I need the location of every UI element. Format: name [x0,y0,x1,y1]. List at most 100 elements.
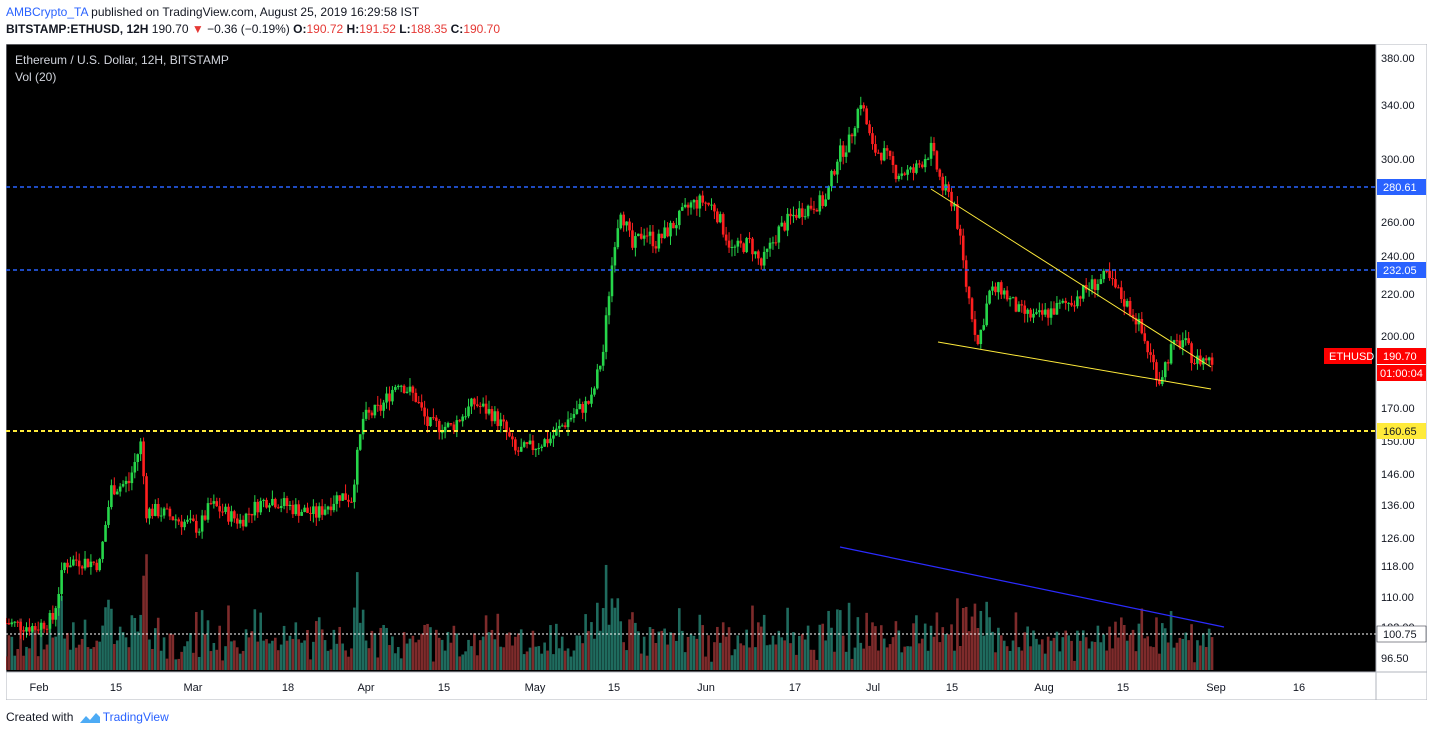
candle-up[interactable] [806,205,810,217]
candle-up[interactable] [197,531,201,533]
candle-up[interactable] [596,369,599,389]
candle-down[interactable] [1175,340,1179,342]
candle-up[interactable] [1169,344,1173,364]
price-chart[interactable]: Ethereum / U.S. Dollar, 12H, BITSTAMP Vo… [4,43,1428,701]
candle-up[interactable] [499,419,503,427]
candle-down[interactable] [639,233,643,239]
candle-down[interactable] [821,195,825,206]
candle-down[interactable] [1070,302,1073,306]
candle-down[interactable] [1111,278,1114,280]
candle-up[interactable] [900,173,904,176]
candle-up[interactable] [98,559,101,571]
candle-down[interactable] [871,133,874,145]
candle-up[interactable] [183,521,186,528]
candle-down[interactable] [379,404,383,411]
candle-up[interactable] [572,413,576,418]
candle-down[interactable] [473,398,476,405]
candle-up[interactable] [107,507,110,525]
candle-down[interactable] [417,401,421,403]
candle-up[interactable] [464,416,467,418]
candle-down[interactable] [1040,310,1044,315]
candle-down[interactable] [414,392,418,402]
author-link[interactable]: AMBCrypto_TA [6,5,88,19]
candle-down[interactable] [716,211,719,223]
candle-up[interactable] [230,511,233,522]
candle-down[interactable] [865,108,868,125]
candle-up[interactable] [361,418,365,435]
candle-up[interactable] [124,480,128,485]
candle-up[interactable] [101,541,104,560]
candle-down[interactable] [1029,309,1032,318]
candle-up[interactable] [1163,362,1167,378]
candle-up[interactable] [429,417,432,427]
candle-down[interactable] [77,560,81,567]
candle-up[interactable] [669,222,672,237]
candle-down[interactable] [265,499,268,508]
candle-up[interactable] [110,485,113,508]
candle-up[interactable] [1090,279,1094,290]
candle-down[interactable] [877,152,880,154]
candle-down[interactable] [215,501,219,507]
chart-panel[interactable]: Ethereum / U.S. Dollar, 12H, BITSTAMP Vo… [4,43,1428,701]
candle-up[interactable] [262,499,265,501]
candle-up[interactable] [162,508,166,516]
candle-up[interactable] [224,506,227,512]
candle-down[interactable] [411,386,415,393]
candle-up[interactable] [1026,309,1029,314]
candle-up[interactable] [1099,279,1103,285]
candle-up[interactable] [1011,297,1015,299]
candle-up[interactable] [1049,308,1053,318]
candle-up[interactable] [1017,304,1021,312]
candle-up[interactable] [268,505,271,508]
candle-down[interactable] [918,163,921,165]
candle-up[interactable] [1038,310,1041,313]
wedge-upper-trendline[interactable] [930,188,1212,368]
candle-up[interactable] [1125,300,1129,307]
candle-up[interactable] [648,231,652,236]
candle-up[interactable] [186,519,189,522]
candle-down[interactable] [42,622,46,629]
candle-down[interactable] [748,238,751,240]
candle-up[interactable] [997,282,1000,293]
candle-up[interactable] [1067,302,1070,304]
candle-up[interactable] [1201,358,1205,365]
volume-indicator-label[interactable]: Vol (20) [15,70,56,84]
candle-up[interactable] [115,491,119,495]
candle-down[interactable] [314,506,318,518]
candle-down[interactable] [1046,309,1050,318]
candle-down[interactable] [437,420,441,433]
candle-up[interactable] [792,214,795,217]
candle-up[interactable] [771,242,775,244]
candle-down[interactable] [320,506,324,515]
candle-up[interactable] [637,233,640,237]
candle-up[interactable] [1184,338,1188,341]
candle-down[interactable] [426,416,429,427]
candle-down[interactable] [490,409,494,422]
candle-down[interactable] [885,148,889,151]
candle-up[interactable] [844,152,848,157]
candle-up[interactable] [481,403,485,407]
candle-down[interactable] [309,512,312,514]
candle-up[interactable] [634,236,637,248]
candle-up[interactable] [69,565,72,568]
candle-up[interactable] [294,504,298,515]
candle-down[interactable] [306,507,309,513]
candle-down[interactable] [33,626,37,630]
candle-down[interactable] [92,561,96,563]
candle-down[interactable] [956,203,959,229]
candle-up[interactable] [60,570,63,594]
candle-up[interactable] [929,142,933,159]
candle-up[interactable] [657,233,661,249]
candle-down[interactable] [402,385,406,393]
candle-up[interactable] [303,507,306,512]
candle-up[interactable] [991,286,994,291]
candle-up[interactable] [610,265,614,297]
candle-down[interactable] [774,242,778,244]
candle-up[interactable] [1061,300,1065,303]
candle-up[interactable] [317,506,321,518]
candle-down[interactable] [502,419,505,422]
candle-down[interactable] [531,440,535,451]
candle-down[interactable] [1052,308,1056,315]
candle-down[interactable] [950,191,953,207]
candle-up[interactable] [736,240,740,247]
